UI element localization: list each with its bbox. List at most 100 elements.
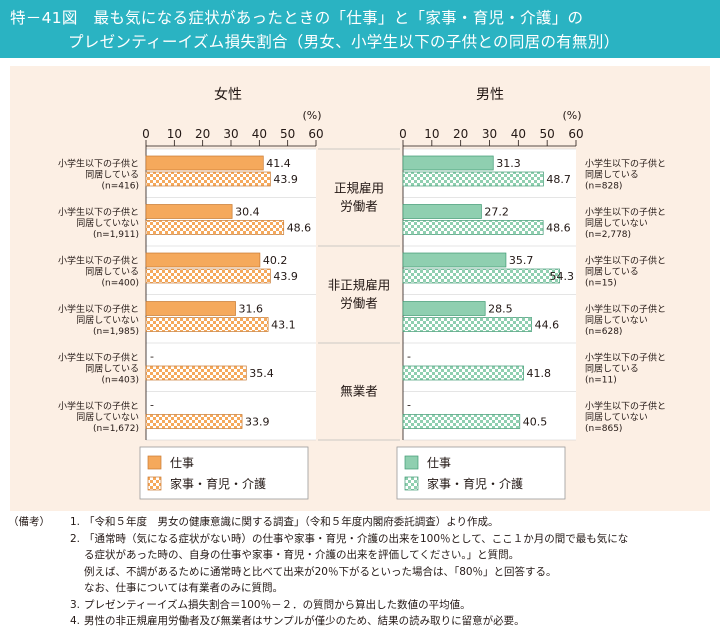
row-label: (n=1,672)	[93, 424, 139, 434]
bar-home	[145, 317, 269, 332]
tick-label: 40	[252, 127, 267, 141]
chart-panel	[10, 66, 710, 511]
row-label: 同居している	[85, 266, 139, 277]
row-label: 同居している	[585, 169, 639, 180]
legend-label-work: 仕事	[170, 456, 194, 470]
value-label-home: 44.6	[535, 319, 560, 332]
group-label: 正規雇用	[334, 181, 384, 196]
legend-box	[396, 446, 566, 500]
value-label-work: 31.6	[239, 303, 263, 316]
tick-label: 40	[511, 127, 526, 141]
value-label-work: -	[150, 399, 154, 412]
unit-label: (%)	[302, 109, 321, 122]
bar-work	[402, 155, 494, 171]
row-label: 小学生以下の子供と	[585, 206, 666, 218]
legend-label-home: 家事・育児・介護	[170, 476, 266, 491]
row-label: 同居していない	[76, 218, 139, 229]
row-label: 同居している	[585, 266, 639, 277]
legend-label-work: 仕事	[427, 456, 451, 470]
tick-label: 60	[568, 127, 583, 141]
tick-label: 20	[195, 127, 210, 141]
bar-work	[402, 204, 482, 219]
value-label-home: 40.5	[523, 416, 548, 429]
note-number: 2.	[70, 532, 81, 545]
unit-label: (%)	[562, 109, 581, 122]
notes-header: （備考）	[8, 516, 50, 528]
row-label: 小学生以下の子供と	[58, 303, 139, 315]
group-label: 非正規雇用	[328, 278, 391, 293]
legend-swatch-work	[404, 455, 419, 470]
note-text: 例えば、不調があるために通常時と比べて出来が20％下がるといった場合は、「80％…	[84, 565, 557, 578]
bar-work	[402, 301, 486, 316]
bar-home	[145, 268, 271, 284]
row-label: 同居していない	[585, 315, 648, 326]
tick-label: 0	[142, 127, 150, 141]
note-number: 1.	[70, 516, 81, 528]
value-label-home: 54.3	[550, 270, 575, 283]
note-text: プレゼンティーイズム損失割合＝100％－２．の質問から算出した数値の平均値。	[84, 598, 471, 611]
legend-swatch-home	[404, 476, 419, 491]
value-label-home: 43.9	[273, 270, 298, 283]
value-label-home: 48.7	[546, 173, 571, 186]
row-label: 小学生以下の子供と	[585, 157, 666, 169]
row-label: (n=11)	[585, 375, 617, 385]
tick-label: 10	[424, 127, 439, 141]
panel-title: 男性	[476, 87, 504, 103]
tick-label: 50	[280, 127, 295, 141]
tick-label: 30	[482, 127, 497, 141]
row-label: 同居していない	[585, 412, 648, 423]
title-line-1: 特－41図 最も気になる症状があったときの「仕事」と「家事・育児・介護」の	[10, 9, 584, 27]
tick-label: 50	[540, 127, 555, 141]
value-label-home: 35.4	[249, 367, 273, 380]
value-label-work: 40.2	[263, 254, 288, 267]
bar-work	[145, 155, 264, 171]
group-label: 労働者	[340, 296, 378, 311]
row-label: 同居している	[85, 169, 139, 180]
legend-box	[139, 446, 309, 500]
bar-home	[145, 171, 271, 187]
value-label-work: 28.5	[488, 303, 513, 316]
value-label-work: 30.4	[235, 206, 260, 219]
row-label: (n=416)	[102, 181, 139, 191]
note-number: 4.	[70, 615, 81, 627]
bar-home	[145, 220, 285, 235]
row-label: (n=1,911)	[93, 230, 139, 240]
row-label: 小学生以下の子供と	[58, 206, 139, 218]
bar-home	[402, 414, 521, 429]
tick-label: 10	[167, 127, 182, 141]
bar-home	[145, 414, 243, 429]
row-label: 小学生以下の子供と	[58, 351, 139, 363]
row-label: 同居していない	[585, 218, 648, 229]
value-label-home: 48.6	[546, 222, 571, 235]
value-label-work: 35.7	[509, 254, 534, 267]
value-label-work: 41.4	[266, 157, 291, 170]
group-label: 労働者	[340, 199, 378, 214]
note-number: 3.	[70, 598, 81, 611]
bar-home	[145, 365, 247, 381]
figure-title: 特－41図 最も気になる症状があったときの「仕事」と「家事・育児・介護」の プレ…	[0, 0, 720, 58]
value-label-home: 43.9	[273, 173, 298, 186]
row-label: (n=403)	[102, 375, 139, 385]
tick-label: 0	[399, 127, 407, 141]
row-label: (n=628)	[585, 327, 622, 337]
row-label: 小学生以下の子供と	[58, 400, 139, 412]
bar-home	[402, 268, 560, 284]
note-text: 「通常時（気になる症状がない時）の仕事や家事・育児・介護の出来を100％として、…	[84, 532, 629, 545]
bar-home	[402, 220, 544, 235]
row-label: (n=15)	[585, 278, 617, 288]
panel-title: 女性	[214, 86, 242, 103]
row-label: 小学生以下の子供と	[585, 400, 666, 412]
bar-home	[402, 365, 524, 381]
row-label: 小学生以下の子供と	[585, 254, 666, 266]
note-text: なお、仕事については有業者のみに質問。	[84, 582, 283, 594]
bar-home	[402, 317, 532, 332]
note-text: る症状があった時の、自身の仕事や家事・育児・介護の出来を評価してください。」と質…	[84, 549, 520, 561]
row-label: 同居している	[85, 363, 139, 374]
row-label: (n=865)	[585, 424, 622, 434]
row-label: (n=1,985)	[93, 327, 139, 337]
bar-home	[402, 171, 544, 187]
row-label: (n=828)	[585, 181, 622, 191]
bar-work	[402, 252, 507, 268]
bar-work	[145, 301, 236, 316]
